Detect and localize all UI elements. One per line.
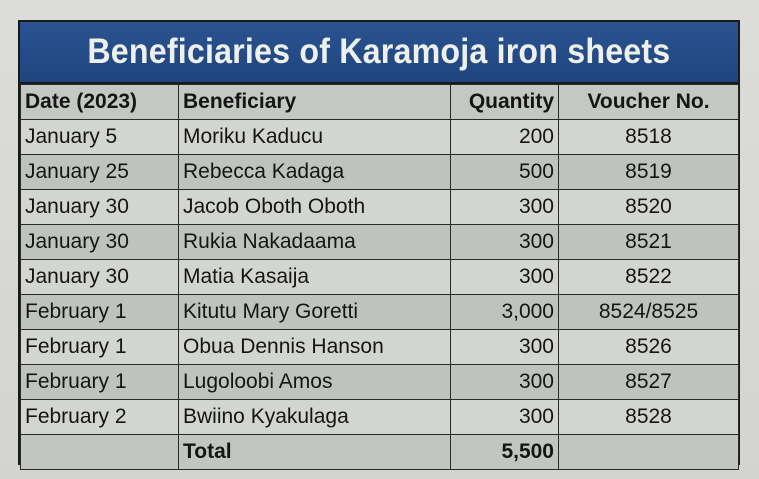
- table-row: February 1 Kitutu Mary Goretti 3,000 852…: [20, 294, 739, 330]
- cell-quantity: 3,000: [450, 294, 559, 330]
- cell-voucher: 8520: [558, 189, 739, 225]
- title-banner: Beneficiaries of Karamoja iron sheets: [20, 22, 738, 84]
- header-voucher: Voucher No.: [558, 84, 739, 120]
- cell-date: February 2: [20, 399, 179, 435]
- table-row: January 30 Jacob Oboth Oboth 300 8520: [20, 189, 739, 225]
- cell-quantity: 300: [450, 399, 559, 435]
- table-row: January 30 Matia Kasaija 300 8522: [20, 259, 739, 295]
- table-frame: Beneficiaries of Karamoja iron sheets Da…: [18, 20, 740, 470]
- header-beneficiary: Beneficiary: [178, 84, 451, 120]
- total-row: Total 5,500: [20, 434, 739, 470]
- table-body: January 5 Moriku Kaducu 200 8518 January…: [20, 119, 739, 470]
- total-label: Total: [178, 434, 451, 470]
- table-row: January 5 Moriku Kaducu 200 8518: [20, 119, 739, 155]
- table-row: February 1 Lugoloobi Amos 300 8527: [20, 364, 739, 400]
- header-row: Date (2023) Beneficiary Quantity Voucher…: [20, 84, 739, 120]
- cell-voucher: 8521: [558, 224, 739, 260]
- header-quantity: Quantity: [450, 84, 559, 120]
- cell-date: February 1: [20, 364, 179, 400]
- cell-beneficiary: Rukia Nakadaama: [178, 224, 451, 260]
- cell-beneficiary: Rebecca Kadaga: [178, 154, 451, 190]
- cell-date: January 25: [20, 154, 179, 190]
- total-empty-date: [20, 434, 179, 470]
- cell-quantity: 300: [450, 189, 559, 225]
- cell-voucher: 8526: [558, 329, 739, 365]
- cell-voucher: 8524/8525: [558, 294, 739, 330]
- cell-date: February 1: [20, 294, 179, 330]
- cell-quantity: 200: [450, 119, 559, 155]
- cell-date: January 30: [20, 259, 179, 295]
- cell-voucher: 8519: [558, 154, 739, 190]
- cell-beneficiary: Lugoloobi Amos: [178, 364, 451, 400]
- header-date: Date (2023): [20, 84, 179, 120]
- cell-beneficiary: Jacob Oboth Oboth: [178, 189, 451, 225]
- table-row: February 2 Bwiino Kyakulaga 300 8528: [20, 399, 739, 435]
- table-title: Beneficiaries of Karamoja iron sheets: [87, 32, 671, 71]
- cell-voucher: 8528: [558, 399, 739, 435]
- table-row: February 1 Obua Dennis Hanson 300 8526: [20, 329, 739, 365]
- cell-voucher: 8522: [558, 259, 739, 295]
- beneficiaries-table: Date (2023) Beneficiary Quantity Voucher…: [20, 84, 739, 470]
- cell-voucher: 8527: [558, 364, 739, 400]
- cell-voucher: 8518: [558, 119, 739, 155]
- cell-beneficiary: Kitutu Mary Goretti: [178, 294, 451, 330]
- cell-quantity: 300: [450, 259, 559, 295]
- cell-beneficiary: Bwiino Kyakulaga: [178, 399, 451, 435]
- table-row: January 30 Rukia Nakadaama 300 8521: [20, 224, 739, 260]
- cell-quantity: 300: [450, 224, 559, 260]
- cell-date: January 30: [20, 224, 179, 260]
- table-row: January 25 Rebecca Kadaga 500 8519: [20, 154, 739, 190]
- cell-beneficiary: Matia Kasaija: [178, 259, 451, 295]
- cell-quantity: 300: [450, 364, 559, 400]
- total-quantity: 5,500: [450, 434, 559, 470]
- cell-quantity: 300: [450, 329, 559, 365]
- total-empty-voucher: [558, 434, 739, 470]
- cell-beneficiary: Moriku Kaducu: [178, 119, 451, 155]
- cell-quantity: 500: [450, 154, 559, 190]
- cell-beneficiary: Obua Dennis Hanson: [178, 329, 451, 365]
- cell-date: February 1: [20, 329, 179, 365]
- cell-date: January 30: [20, 189, 179, 225]
- cell-date: January 5: [20, 119, 179, 155]
